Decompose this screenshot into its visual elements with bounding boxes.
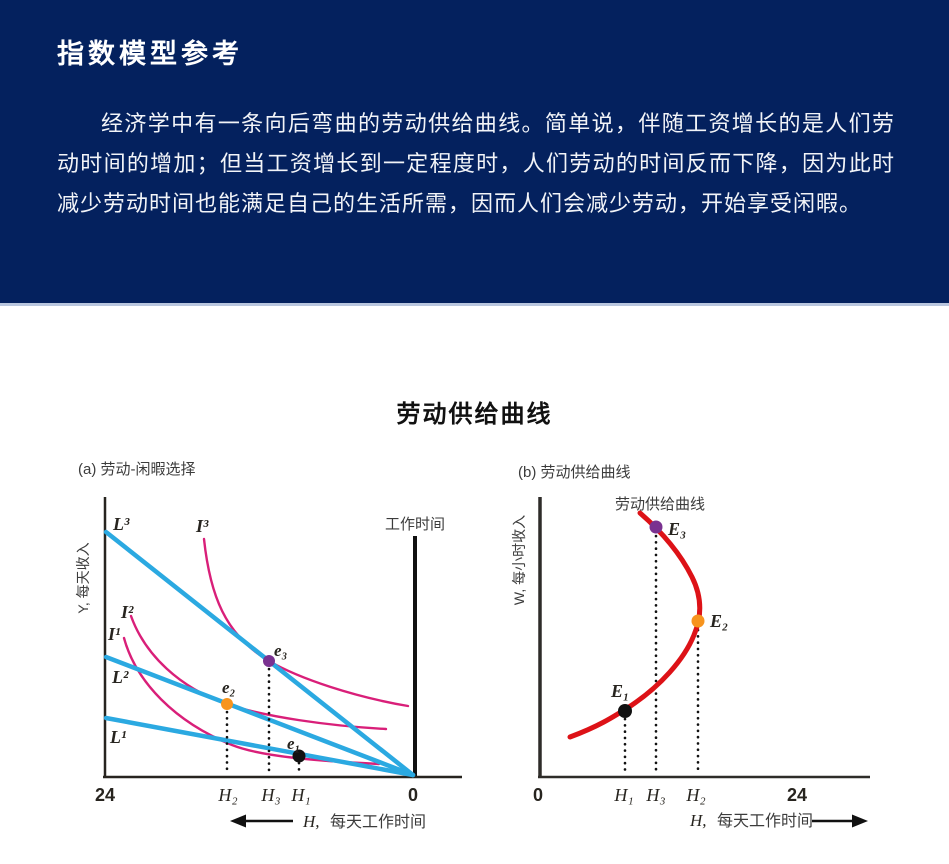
label-E2: E₂ [709, 611, 728, 631]
panel-b-x-label: 每天工作时间 [717, 812, 813, 830]
budget-line-l1 [103, 715, 416, 778]
panel-b-x-label-h: H, [689, 811, 707, 830]
label-l3: L³ [112, 514, 130, 534]
tick-b-0: 0 [533, 785, 543, 805]
tick-b-24: 24 [787, 785, 807, 805]
intro-paragraph: 经济学中有一条向后弯曲的劳动供给曲线。简单说，伴随工资增长的是人们劳动时间的增加… [57, 111, 895, 216]
panel-a-caption: (a) 劳动-闲暇选择 [78, 461, 196, 478]
label-l2: L² [111, 667, 129, 687]
panel-a-labor-leisure-chart: (a) 劳动-闲暇选择 Y, 每天收入 工作时间 L³ I³ I² I¹ L² … [75, 461, 462, 831]
label-i2: I² [120, 602, 134, 622]
figure-title: 劳动供给曲线 [396, 401, 553, 428]
labor-supply-figure: (a) 劳动-闲暇选择 Y, 每天收入 工作时间 L³ I³ I² I¹ L² … [75, 461, 870, 831]
panel-a-x-label-h: H, [302, 812, 320, 831]
panel-b-y-axis-label: W, 每小时收入 [511, 515, 527, 605]
panel-a-x-label: 每天工作时间 [330, 813, 426, 831]
header-banner: 指数模型参考 经济学中有一条向后弯曲的劳动供给曲线。简单说，伴随工资增长的是人们… [0, 0, 949, 306]
tick-b-h3: H₃ [645, 785, 665, 805]
panel-b-supply-curve-chart: (b) 劳动供给曲线 W, 每小时收入 劳动供给曲线 E₃ E₂ E₁ 0 H₁… [511, 464, 870, 830]
label-E1: E₁ [610, 681, 629, 701]
point-E3-marker [649, 520, 663, 534]
tick-b-h1: H₁ [613, 785, 633, 805]
panel-b-caption: (b) 劳动供给曲线 [518, 464, 631, 481]
point-E1-marker [618, 704, 632, 718]
budget-line-l2 [103, 654, 416, 778]
point-e2-marker [221, 698, 233, 710]
panel-b-x-arrow [812, 814, 868, 828]
label-e2: e₂ [222, 678, 236, 697]
budget-line-l3 [103, 529, 416, 778]
panel-a-y-axis-label: Y, 每天收入 [75, 542, 91, 613]
label-i1: I¹ [107, 624, 120, 644]
label-l1: L¹ [109, 727, 126, 747]
work-time-label: 工作时间 [385, 516, 445, 533]
tick-a-24: 24 [95, 785, 115, 805]
tick-a-0: 0 [408, 785, 418, 805]
point-e1-marker [292, 749, 306, 763]
tick-b-h2: H₂ [685, 785, 705, 805]
label-e1: e₁ [287, 734, 300, 753]
tick-a-h2: H₂ [217, 785, 237, 805]
label-i3: I³ [195, 516, 209, 536]
page-title: 指数模型参考 [57, 39, 243, 69]
point-e3-marker [263, 655, 275, 667]
point-E2-marker [691, 614, 705, 628]
tick-a-h3: H₃ [260, 785, 280, 805]
indifference-curve-i2 [129, 614, 388, 731]
tick-a-h1: H₁ [290, 785, 310, 805]
label-E3: E₃ [667, 519, 686, 539]
labor-supply-curve [567, 510, 703, 740]
panel-a-x-arrow [230, 814, 293, 828]
supply-curve-label: 劳动供给曲线 [615, 496, 705, 513]
label-e3: e₃ [274, 641, 288, 660]
